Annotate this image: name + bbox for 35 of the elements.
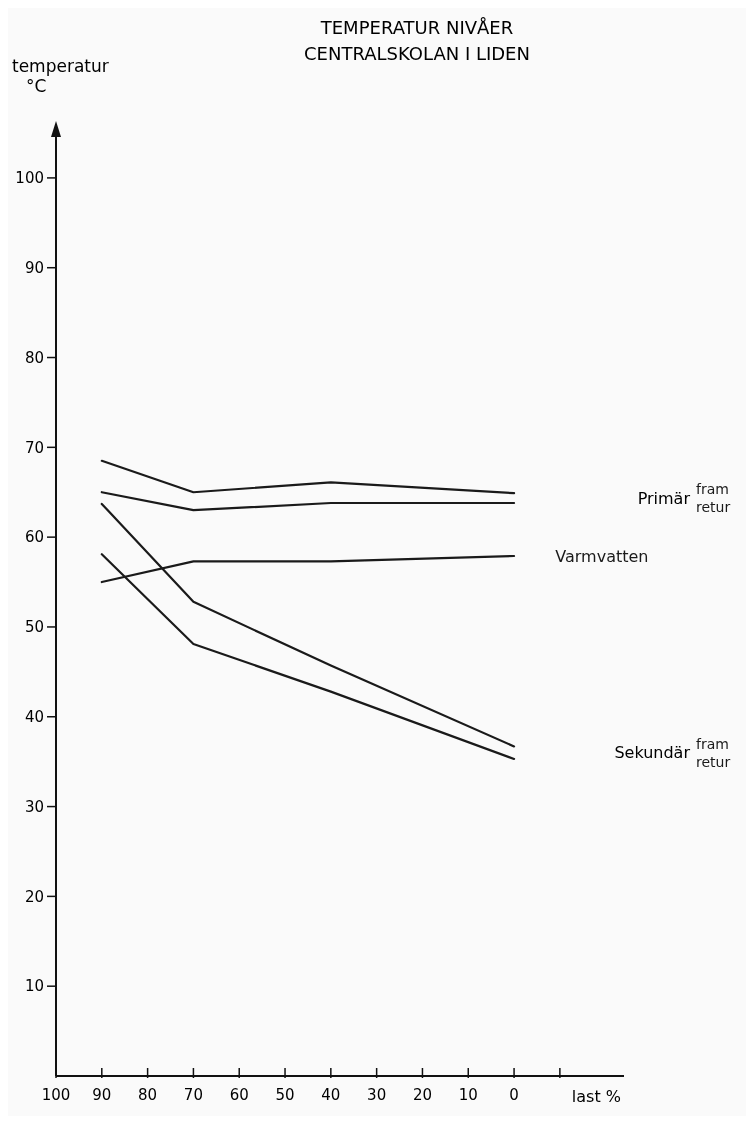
x-tick-label: 0 xyxy=(509,1086,519,1104)
annotation: Sekundär xyxy=(614,743,691,763)
x-tick-label: 10 xyxy=(458,1086,478,1104)
chart-subtitle: CENTRALSKOLAN I LIDEN xyxy=(304,43,530,64)
text: fram xyxy=(696,480,729,497)
line-series xyxy=(100,502,516,748)
y-tick-label: 80 xyxy=(24,348,44,367)
x-tick-label: 60 xyxy=(229,1086,249,1104)
x-tick-label: 20 xyxy=(412,1086,432,1104)
x-tick-label: 90 xyxy=(92,1086,112,1104)
x-tick-label: 40 xyxy=(321,1086,341,1104)
y-tick-label: 60 xyxy=(24,528,44,547)
y-tick-label: 90 xyxy=(24,258,44,277)
text: Varmvatten xyxy=(555,546,649,566)
y-tick-label: 10 xyxy=(24,977,44,996)
x-tick-label: 100 xyxy=(41,1086,71,1104)
y-tick-label: 30 xyxy=(24,797,44,816)
text: Primär xyxy=(637,488,691,508)
y-tick-label: 100 xyxy=(15,169,44,188)
line-series xyxy=(100,553,516,761)
x-axis-title: last % xyxy=(571,1087,622,1106)
x-tick-label: 30 xyxy=(367,1086,387,1104)
line-series xyxy=(100,459,516,495)
text: fram xyxy=(696,735,729,752)
y-tick-label: 40 xyxy=(24,708,44,727)
y-tick-label: 20 xyxy=(24,887,44,906)
text: retur xyxy=(696,498,731,515)
x-tick-label: 70 xyxy=(183,1086,203,1104)
y-axis-title: temperatur °C xyxy=(12,56,109,96)
y-tick-label: 70 xyxy=(24,438,44,457)
y-tick-label: 50 xyxy=(24,618,44,637)
chart-title: TEMPERATUR NIVÅER xyxy=(319,17,514,38)
x-tick-label: 80 xyxy=(138,1086,158,1104)
text: retur xyxy=(696,753,731,770)
x-tick-label: 50 xyxy=(275,1086,295,1104)
